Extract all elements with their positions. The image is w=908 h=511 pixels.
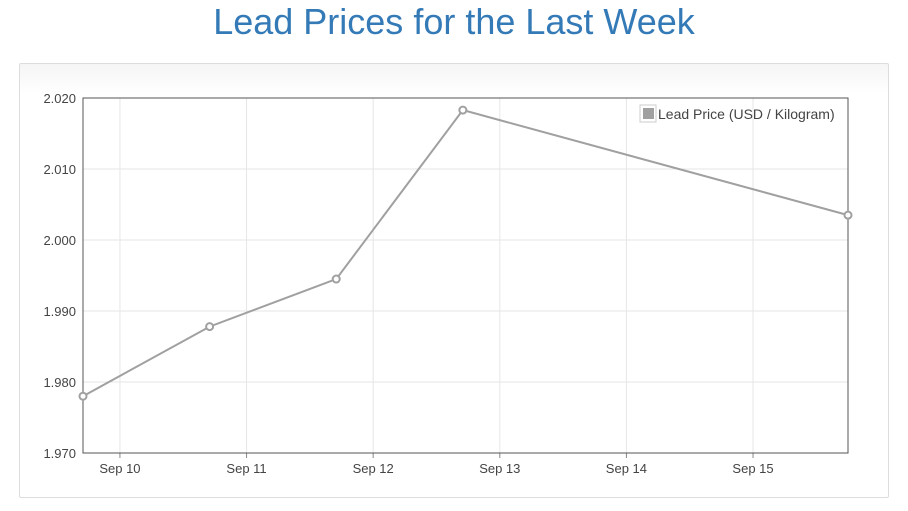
y-tick-label: 1.990 [43,304,76,319]
axes: 1.970 1.980 1.990 2.000 2.010 2.020 Sep 10 Sep … [43,91,849,476]
plot-border [82,97,849,454]
x-tick-label: Sep 11 [226,461,266,476]
data-point [331,274,341,284]
grid [83,97,848,454]
plot-area [83,98,848,453]
x-tick-label: Sep 14 [606,461,647,476]
series-layer [78,105,853,401]
data-point [78,391,88,401]
x-tick-label: Sep 13 [479,461,520,476]
y-tick-label: 2.010 [43,162,76,177]
x-tick-label: Sep 12 [353,461,394,476]
data-point [205,322,215,332]
legend: Lead Price (USD / Kilogram) [639,104,835,123]
legend-swatch [643,108,654,119]
data-point [458,105,468,115]
data-point [843,210,853,220]
y-tick-label: 2.020 [43,91,76,106]
legend-label: Lead Price (USD / Kilogram) [658,106,835,122]
page-title: Lead Prices for the Last Week [213,1,695,42]
x-tick-label: Sep 15 [732,461,773,476]
x-tick-label: Sep 10 [99,461,140,476]
y-tick-label: 1.980 [43,375,76,390]
y-tick-label: 1.970 [43,446,76,461]
y-tick-label: 2.000 [43,233,76,248]
